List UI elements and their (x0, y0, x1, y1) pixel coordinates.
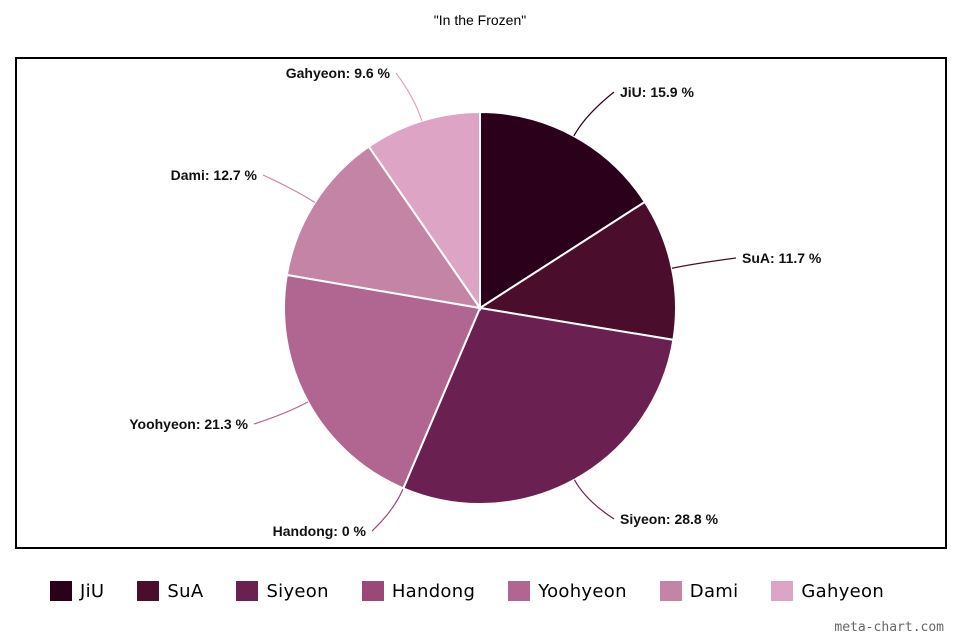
data-label-sua: SuA: 11.7 % (742, 250, 822, 266)
leader-line-gahyeon (395, 72, 423, 122)
watermark: meta-chart.com (834, 620, 944, 635)
legend-label: Gahyeon (801, 580, 885, 602)
pie-slice-jiu[interactable] (479, 110, 647, 310)
plot-frame (15, 57, 947, 549)
legend: JiU SuA Siyeon Handong Yoohyeon Dami Gahyeon (50, 578, 917, 604)
data-label-jiu: JiU: 15.9 % (620, 84, 694, 100)
leader-line-yoohyeon (253, 401, 309, 425)
legend-swatch (236, 581, 259, 601)
legend-item-gahyeon[interactable]: Gahyeon (771, 581, 884, 602)
leader-line-handong (371, 488, 404, 532)
pie-slice-dami[interactable] (285, 145, 483, 310)
legend-item-dami[interactable]: Dami (659, 580, 739, 602)
data-label-gahyeon: Gahyeon: 9.6 % (286, 65, 391, 81)
legend-item-jiu[interactable]: JiU (50, 581, 104, 602)
leader-line-siyeon (573, 479, 615, 520)
legend-label: Siyeon (266, 580, 329, 602)
leader-line-jiu (573, 91, 615, 137)
pie-slice-sua[interactable] (477, 200, 677, 342)
pie-slice-gahyeon[interactable] (367, 110, 481, 312)
legend-item-handong[interactable]: Handong (361, 580, 476, 602)
legend-item-siyeon[interactable]: Siyeon (236, 580, 329, 602)
legend-label: Handong (391, 580, 476, 602)
data-label-handong: Handong: 0 % (273, 523, 367, 539)
legend-item-sua[interactable]: SuA (137, 581, 203, 602)
leader-line-sua (671, 257, 737, 269)
legend-label: Dami (689, 580, 739, 602)
legend-swatch (50, 581, 72, 601)
legend-label: SuA (167, 580, 204, 602)
legend-item-yoohyeon[interactable]: Yoohyeon (508, 581, 627, 602)
legend-swatch (771, 581, 794, 601)
legend-swatch (137, 581, 160, 601)
pie-slice-yoohyeon[interactable] (283, 273, 482, 490)
chart-title: "In the Frozen" (433, 12, 527, 28)
data-label-siyeon: Siyeon: 28.8 % (620, 511, 719, 527)
legend-swatch (361, 581, 384, 601)
legend-label: Yoohyeon (538, 580, 627, 602)
pie-slice-siyeon[interactable] (401, 306, 675, 505)
data-label-yoohyeon: Yoohyeon: 21.3 % (129, 416, 248, 432)
leader-line-dami (262, 174, 316, 203)
legend-swatch (659, 581, 682, 601)
legend-label: JiU (80, 580, 105, 602)
legend-swatch (508, 581, 531, 601)
data-label-dami: Dami: 12.7 % (171, 167, 258, 183)
